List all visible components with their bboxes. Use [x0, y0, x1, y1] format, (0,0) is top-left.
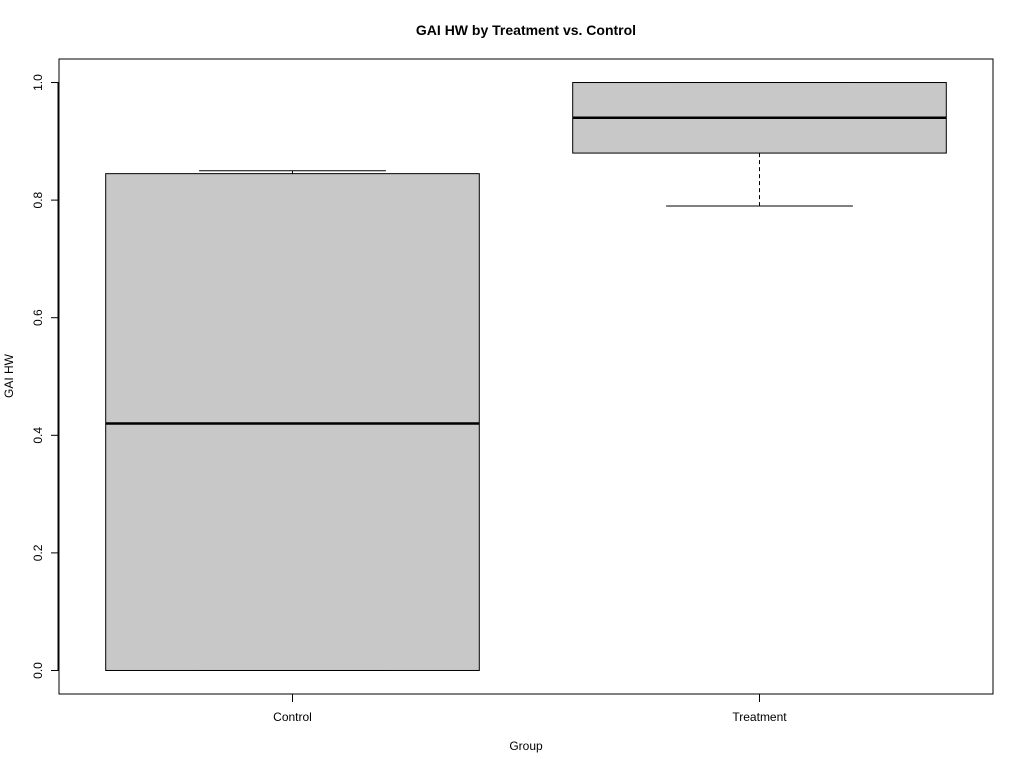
x-tick-label: Control: [273, 710, 312, 724]
box-treatment: [572, 82, 947, 207]
y-tick-label: 0.8: [31, 191, 45, 208]
box-rect: [105, 173, 480, 671]
y-tick-label: 0.4: [31, 427, 45, 444]
y-tick-label: 0.6: [31, 309, 45, 326]
y-tick-label: 0.2: [31, 544, 45, 561]
y-tick-label: 1.0: [31, 74, 45, 91]
boxes: [105, 82, 947, 671]
x-tick-label: Treatment: [732, 710, 787, 724]
x-axis: Control Treatment: [273, 693, 787, 724]
y-tick-label: 0.0: [31, 662, 45, 679]
box-control: [105, 170, 480, 671]
chart-title: GAI HW by Treatment vs. Control: [416, 22, 636, 38]
y-axis: 0.0 0.2 0.4 0.6 0.8 1.0: [31, 74, 59, 679]
y-axis-label: GAI HW: [2, 353, 16, 398]
x-axis-label: Group: [509, 739, 543, 753]
